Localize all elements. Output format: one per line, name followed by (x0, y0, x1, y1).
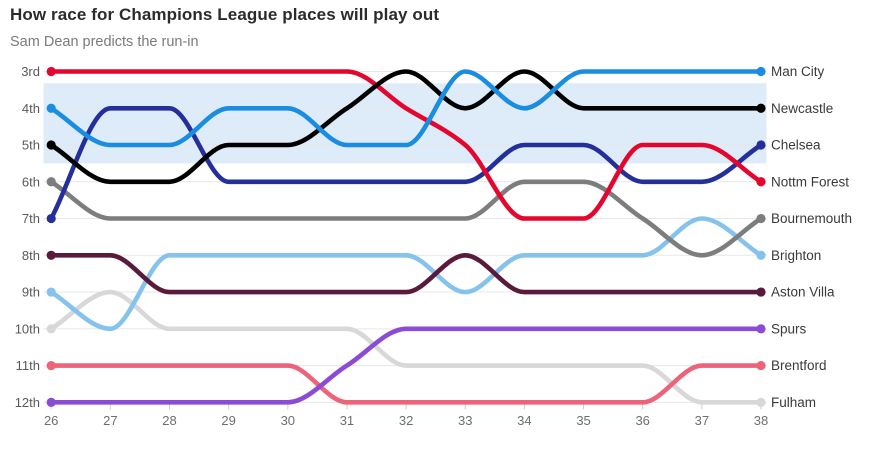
rank-axis-label: 12th (15, 395, 40, 410)
series-line-fulham (48, 289, 764, 405)
gameweek-label: 35 (576, 413, 590, 428)
gameweek-label: 26 (44, 413, 58, 428)
series-start-dot-nottm-forest (46, 66, 56, 77)
gameweek-label: 37 (695, 413, 709, 428)
rank-axis-label: 4th (22, 101, 40, 116)
series-start-dot-brentford (46, 360, 56, 371)
gameweek-label: 33 (458, 413, 472, 428)
series-line-bournemouth (48, 179, 764, 258)
rank-axis-label: 3rd (21, 64, 40, 79)
series-end-dot-bournemouth (756, 213, 766, 224)
team-label-fulham: Fulham (771, 395, 816, 410)
series-line-spurs (48, 326, 764, 405)
series-end-dot-newcastle (756, 103, 766, 113)
gameweek-label: 34 (517, 413, 531, 428)
gameweek-label: 36 (635, 413, 649, 428)
gameweek-label: 29 (221, 413, 235, 428)
gameweek-label: 31 (340, 413, 354, 428)
team-label-spurs: Spurs (771, 321, 807, 336)
series-line-brentford (48, 363, 764, 405)
team-label-newcastle: Newcastle (771, 101, 833, 116)
series-end-dot-man-city (756, 66, 766, 77)
series-end-dot-fulham (756, 397, 766, 407)
rank-axis-label: 8th (22, 248, 40, 263)
rank-axis-label: 6th (22, 174, 40, 189)
gameweek-label: 30 (281, 413, 295, 428)
team-label-brighton: Brighton (771, 248, 821, 263)
team-label-chelsea: Chelsea (771, 138, 821, 153)
series-start-dot-bournemouth (46, 177, 56, 187)
series-line-chelsea (48, 105, 764, 221)
rank-axis-label: 5th (22, 138, 40, 153)
series-end-dot-brighton (756, 250, 766, 260)
series-end-dot-chelsea (756, 140, 766, 150)
team-label-man-city: Man City (771, 64, 825, 79)
series-line-man-city (48, 69, 764, 148)
series-end-dot-nottm-forest (756, 177, 766, 187)
champions-league-band (43, 83, 767, 164)
chart-title: How race for Champions League places wil… (10, 5, 440, 24)
series-start-dot-newcastle (46, 140, 56, 150)
series-line-nottm-forest (48, 69, 764, 221)
gameweek-label: 38 (754, 413, 768, 428)
team-label-nottm-forest: Nottm Forest (771, 174, 849, 189)
rank-axis-label: 7th (22, 211, 40, 226)
series-line-aston-villa (48, 252, 764, 295)
series-start-dot-aston-villa (46, 250, 56, 260)
gameweek-label: 27 (103, 413, 117, 428)
team-label-brentford: Brentford (771, 358, 827, 373)
gameweek-label: 28 (162, 413, 176, 428)
team-label-aston-villa: Aston Villa (771, 285, 835, 300)
series-start-dot-man-city (46, 103, 56, 113)
series-end-dot-brentford (756, 360, 766, 371)
series-start-dot-fulham (46, 324, 56, 334)
series-start-dot-spurs (46, 397, 56, 407)
rank-axis-label: 11th (16, 358, 40, 373)
series-start-dot-chelsea (46, 213, 56, 224)
team-label-bournemouth: Bournemouth (771, 211, 852, 226)
series-start-dot-brighton (46, 287, 56, 297)
series-end-dot-aston-villa (756, 287, 766, 297)
series-line-newcastle (48, 69, 764, 185)
rank-axis-label: 10th (15, 321, 40, 336)
series-end-dot-spurs (756, 324, 766, 334)
rank-axis-label: 9th (22, 285, 40, 300)
chart-subtitle: Sam Dean predicts the run-in (10, 34, 199, 50)
gameweek-label: 32 (399, 413, 413, 428)
series-line-brighton (48, 216, 764, 332)
